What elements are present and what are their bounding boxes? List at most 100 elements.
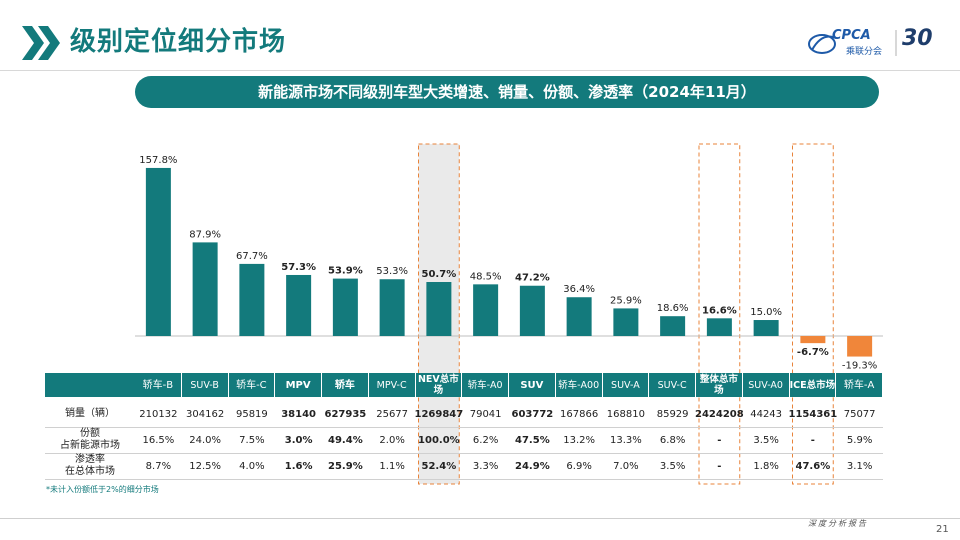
bar (847, 336, 873, 357)
table-row-divider (45, 427, 883, 428)
table-header-cell: NEV总市场 (415, 373, 462, 397)
table-cell: 4.0% (239, 460, 265, 472)
table-cell: 8.7% (145, 460, 172, 472)
table-cell: 1.8% (753, 460, 779, 472)
table-cell: 13.2% (563, 434, 596, 446)
chart-subtitle: 新能源市场不同级别车型大类增速、销量、份额、渗透率（2024年11月） (135, 76, 879, 108)
table-cell: 16.5% (142, 434, 175, 446)
chevron-icon (22, 26, 60, 60)
bar (192, 242, 218, 336)
table-cell: 167866 (560, 408, 599, 420)
table-header-cell: MPV (275, 373, 321, 397)
logo-cn-text: 乘联分会 (846, 47, 883, 57)
table-cell: 603772 (511, 408, 554, 420)
table-row-divider (45, 479, 883, 480)
table-cell: 75077 (843, 408, 876, 420)
bar (426, 282, 452, 336)
bar-value-label: 16.6% (702, 305, 737, 316)
table-cell: 95819 (235, 408, 268, 420)
table-header-cell: SUV-C (649, 373, 695, 397)
table-header-cell: 轿车-B (135, 373, 181, 397)
table-header-cell: SUV (509, 373, 555, 397)
bar (706, 318, 732, 336)
table-header-cell: 轿车-A (836, 373, 882, 397)
highlight-box (792, 143, 834, 485)
table-cell: 24.9% (515, 460, 550, 472)
table-cell: 6.2% (472, 434, 499, 446)
table-header-cell: 轿车-A00 (555, 373, 602, 397)
table-cell: 25.9% (328, 460, 363, 472)
table-cell: 3.0% (284, 434, 313, 446)
table-cell: - (717, 460, 722, 472)
bar-value-label: 15.0% (750, 307, 782, 318)
table-header-blank (45, 373, 135, 397)
bar-value-label: 87.9% (189, 229, 221, 240)
anniversary-badge: 30 (902, 26, 933, 51)
table-header-cell: ICE总市场 (789, 373, 836, 397)
table-cell: 52.4% (421, 460, 457, 472)
table-cell: 7.0% (613, 460, 639, 472)
table-cell: 2.0% (379, 434, 405, 446)
header-divider (0, 70, 960, 71)
logo-text: CPCA (832, 28, 871, 43)
table-cell: 627935 (324, 408, 367, 420)
footer-divider (0, 518, 960, 519)
table-row-divider (45, 453, 883, 454)
table-cell: 3.5% (659, 460, 686, 472)
table-cell: 2424208 (695, 408, 744, 420)
table-cell: 1154361 (788, 408, 838, 420)
bar-value-label: 48.5% (470, 271, 502, 282)
footnote: *未计入份额低于2%的细分市场 (46, 485, 159, 494)
bar (239, 263, 265, 336)
table-cell: 85929 (656, 408, 689, 420)
table-cell: 3.3% (472, 460, 499, 472)
table-cell: 210132 (139, 408, 178, 420)
table-cell: 5.9% (846, 434, 873, 446)
bar (660, 316, 686, 336)
bar-value-label: 67.7% (236, 251, 268, 262)
table-row-label: 渗透率 在总体市场 (65, 454, 115, 477)
table-cell: 24.0% (189, 434, 222, 446)
bar (566, 297, 592, 336)
bar-value-label: 25.9% (610, 295, 642, 306)
table-cell: 79041 (469, 408, 502, 420)
table-header-cell: SUV-B (181, 373, 228, 397)
table-cell: 3.5% (753, 434, 779, 446)
table-cell: 1269847 (414, 408, 464, 420)
bar (145, 167, 171, 336)
bar (800, 336, 826, 344)
table-cell: 47.5% (515, 434, 550, 446)
table-cell: 100.0% (418, 434, 460, 446)
table-header-cell: 整体总市场 (696, 373, 742, 397)
bar (379, 279, 405, 336)
table-cell: 13.3% (609, 434, 642, 446)
bar (753, 320, 779, 336)
bar-value-label: -19.3% (842, 361, 877, 372)
table-cell: 38140 (281, 408, 317, 420)
table-cell: 1.1% (379, 460, 405, 472)
table-header-cell: 轿车-A0 (462, 373, 508, 397)
bar-value-label: 36.4% (563, 284, 595, 295)
page-number: 21 (936, 524, 949, 535)
table-header-cell: 轿车-C (228, 373, 275, 397)
bar-value-label: 18.6% (657, 303, 689, 314)
bar-value-label: 53.3% (376, 266, 408, 277)
table-cell: 44243 (750, 408, 783, 420)
bar (519, 285, 545, 336)
bar-value-label: 47.2% (515, 273, 550, 284)
bar (473, 284, 499, 336)
table-header-cell: 轿车 (322, 373, 368, 397)
page-title: 级别定位细分市场 (70, 27, 287, 57)
highlight-box (418, 143, 460, 485)
bar-value-label: 53.9% (328, 266, 363, 277)
table-cell: 168810 (606, 408, 645, 420)
cpca-logo-icon (808, 30, 897, 56)
table-cell: 1.6% (284, 460, 313, 472)
table-header-cell: SUV-A (602, 373, 649, 397)
table-cell: 12.5% (189, 460, 222, 472)
bar-value-label: 157.8% (139, 155, 177, 166)
table-cell: 49.4% (328, 434, 363, 446)
table-row-label: 份额 占新能源市场 (60, 428, 120, 451)
table-cell: 6.9% (566, 460, 592, 472)
